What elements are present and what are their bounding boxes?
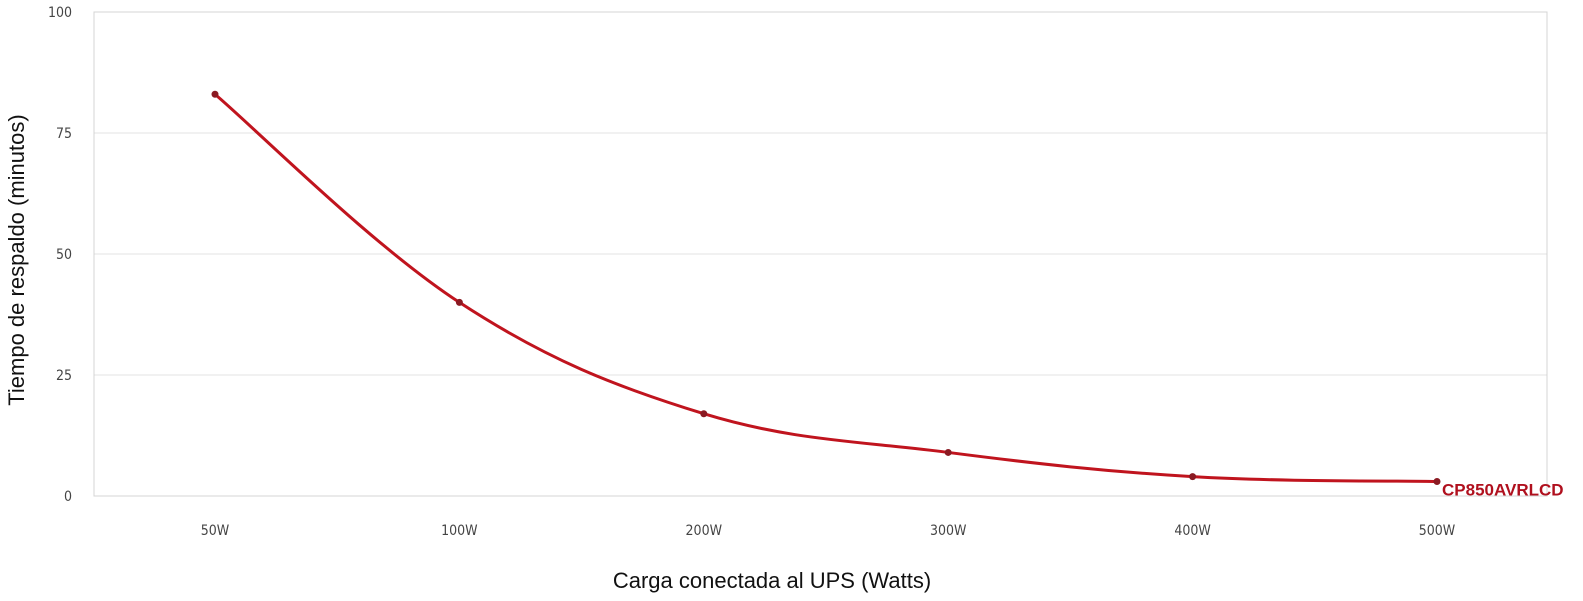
x-tick-labels: 50W 100W 200W 300W 400W 500W [201,523,1456,539]
data-point [700,410,708,418]
y-tick-label: 75 [56,126,72,142]
data-point [211,90,219,98]
x-tick-label: 300W [930,523,967,539]
plot-frame [93,11,1548,497]
x-axis-title: Carga conectada al UPS (Watts) [613,568,931,593]
x-tick-label: 100W [441,523,478,539]
series-layer: CP850AVRLCD [211,90,1564,499]
data-point [1433,477,1441,485]
y-tick-label: 50 [56,247,72,263]
y-tick-labels: 0 25 50 75 100 [48,5,72,505]
data-point [455,298,463,306]
series-line [213,92,1439,483]
x-tick-label: 500W [1419,523,1456,539]
y-tick-label: 0 [64,489,72,505]
y-tick-label: 25 [56,368,72,384]
series-name-label: CP850AVRLCD [1442,480,1564,499]
x-tick-label: 50W [201,523,230,539]
x-tick-label: 400W [1174,523,1211,539]
data-point [944,448,952,456]
gridlines [94,11,1547,497]
y-axis-title: Tiempo de respaldo (minutos) [4,114,29,405]
x-tick-label: 200W [686,523,723,539]
y-tick-label: 100 [48,5,72,21]
data-point [1189,473,1197,481]
